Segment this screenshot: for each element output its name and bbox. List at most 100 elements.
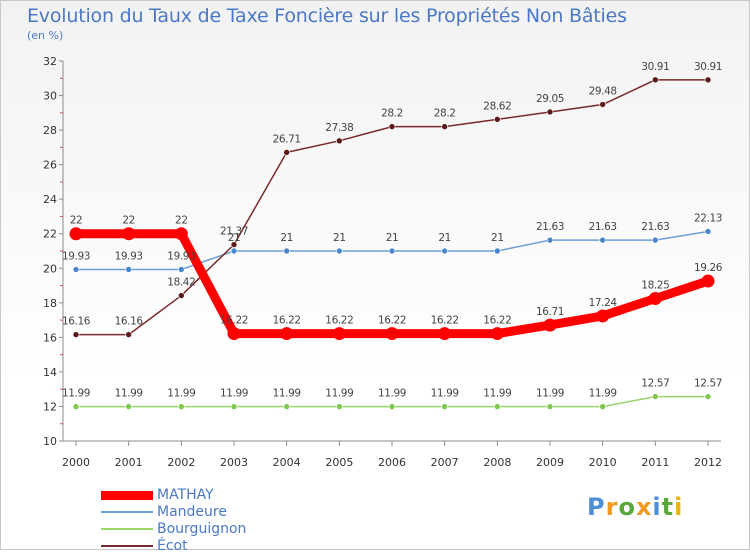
data-point xyxy=(227,327,241,341)
data-point xyxy=(336,247,343,255)
data-label: 21.63 xyxy=(641,221,669,233)
data-label: 11.99 xyxy=(273,388,301,400)
data-point xyxy=(546,236,554,244)
data-label: 28.2 xyxy=(434,108,456,120)
data-label: 11.99 xyxy=(431,388,459,400)
data-point xyxy=(704,228,712,235)
data-label: 17.24 xyxy=(589,297,618,309)
data-label: 29.48 xyxy=(589,86,617,98)
data-label: 11.99 xyxy=(62,388,90,400)
data-point xyxy=(441,403,448,410)
y-tick-label: 30 xyxy=(43,90,57,103)
logo-letter: t xyxy=(661,493,675,521)
logo-letter: x xyxy=(635,493,653,521)
data-label: 21 xyxy=(280,232,293,244)
data-point xyxy=(230,403,238,410)
data-point xyxy=(599,236,606,244)
logo-letter: i xyxy=(674,493,684,521)
logo-letter: o xyxy=(618,493,636,521)
data-point xyxy=(122,227,136,241)
data-point xyxy=(178,266,185,273)
x-tick-label: 2011 xyxy=(641,456,669,469)
data-label: 18.25 xyxy=(641,280,669,292)
y-tick-label: 18 xyxy=(43,297,57,310)
x-tick-label: 2012 xyxy=(694,456,722,469)
y-tick-label: 14 xyxy=(43,366,57,379)
data-label: 27.38 xyxy=(325,122,353,134)
x-tick-label: 2002 xyxy=(167,456,195,469)
data-point xyxy=(336,137,343,145)
data-label: 19.26 xyxy=(694,262,723,274)
data-label: 11.99 xyxy=(378,388,406,400)
data-point xyxy=(441,247,448,255)
x-tick-label: 2009 xyxy=(536,456,564,469)
data-point xyxy=(125,266,132,273)
data-label: 11.99 xyxy=(589,388,617,400)
y-tick-label: 16 xyxy=(43,331,57,344)
data-point xyxy=(543,318,557,332)
logo-letter: i xyxy=(652,493,662,521)
data-label: 21 xyxy=(491,232,504,244)
data-label: 29.05 xyxy=(536,93,564,105)
data-point xyxy=(72,266,80,273)
data-point xyxy=(648,292,662,305)
data-point xyxy=(178,403,185,410)
data-point xyxy=(494,247,501,255)
data-label: 16.16 xyxy=(62,316,91,328)
data-label: 21.63 xyxy=(536,221,564,233)
y-tick-label: 10 xyxy=(43,435,57,448)
data-label: 28.62 xyxy=(483,100,511,112)
data-point xyxy=(704,76,712,84)
data-label: 30.91 xyxy=(641,61,669,73)
legend-swatch xyxy=(101,490,153,500)
data-label: 28.2 xyxy=(381,108,403,120)
data-point xyxy=(72,403,80,410)
data-point xyxy=(385,327,399,341)
data-label: 22 xyxy=(122,215,135,227)
data-label: 16.22 xyxy=(220,315,248,327)
data-label: 22.13 xyxy=(694,212,722,224)
data-label: 16.22 xyxy=(325,315,353,327)
data-point xyxy=(283,403,290,410)
data-point xyxy=(283,149,290,156)
data-point xyxy=(388,123,396,130)
data-point xyxy=(701,274,715,288)
chart-title: Evolution du Taux de Taxe Foncière sur l… xyxy=(27,5,627,27)
data-point xyxy=(283,247,290,255)
data-label: 11.99 xyxy=(483,388,511,400)
data-label: 21 xyxy=(333,232,346,244)
data-point xyxy=(125,403,132,410)
data-point xyxy=(652,236,659,244)
legend-item-écot: Écot xyxy=(101,539,188,553)
data-label: 12.57 xyxy=(694,378,722,390)
data-label: 11.99 xyxy=(220,388,248,400)
logo-letter: r xyxy=(605,493,619,521)
data-point xyxy=(336,403,343,410)
x-tick-label: 2007 xyxy=(431,456,459,469)
data-label: 19.93 xyxy=(167,250,195,262)
legend-item-mandeure: Mandeure xyxy=(101,505,227,519)
data-point xyxy=(388,403,396,410)
data-point xyxy=(490,327,504,341)
x-tick-label: 2004 xyxy=(273,456,301,469)
data-point xyxy=(230,247,238,255)
data-point xyxy=(652,393,659,400)
legend-label: MATHAY xyxy=(157,487,214,503)
data-point xyxy=(178,292,185,299)
data-point xyxy=(599,101,606,108)
data-label: 11.99 xyxy=(536,388,564,400)
data-label: 11.99 xyxy=(167,388,195,400)
data-point xyxy=(280,327,294,341)
data-label: 21 xyxy=(438,232,451,244)
data-label: 16.71 xyxy=(536,306,564,318)
data-label: 16.16 xyxy=(115,316,144,328)
data-label: 21 xyxy=(386,232,399,244)
x-tick-label: 2001 xyxy=(115,456,143,469)
data-label: 21 xyxy=(228,232,241,244)
data-label: 21.63 xyxy=(589,221,617,233)
data-label: 22 xyxy=(70,215,83,227)
proxiti-logo: Proxiti xyxy=(587,493,683,521)
x-tick-label: 2005 xyxy=(325,456,353,469)
